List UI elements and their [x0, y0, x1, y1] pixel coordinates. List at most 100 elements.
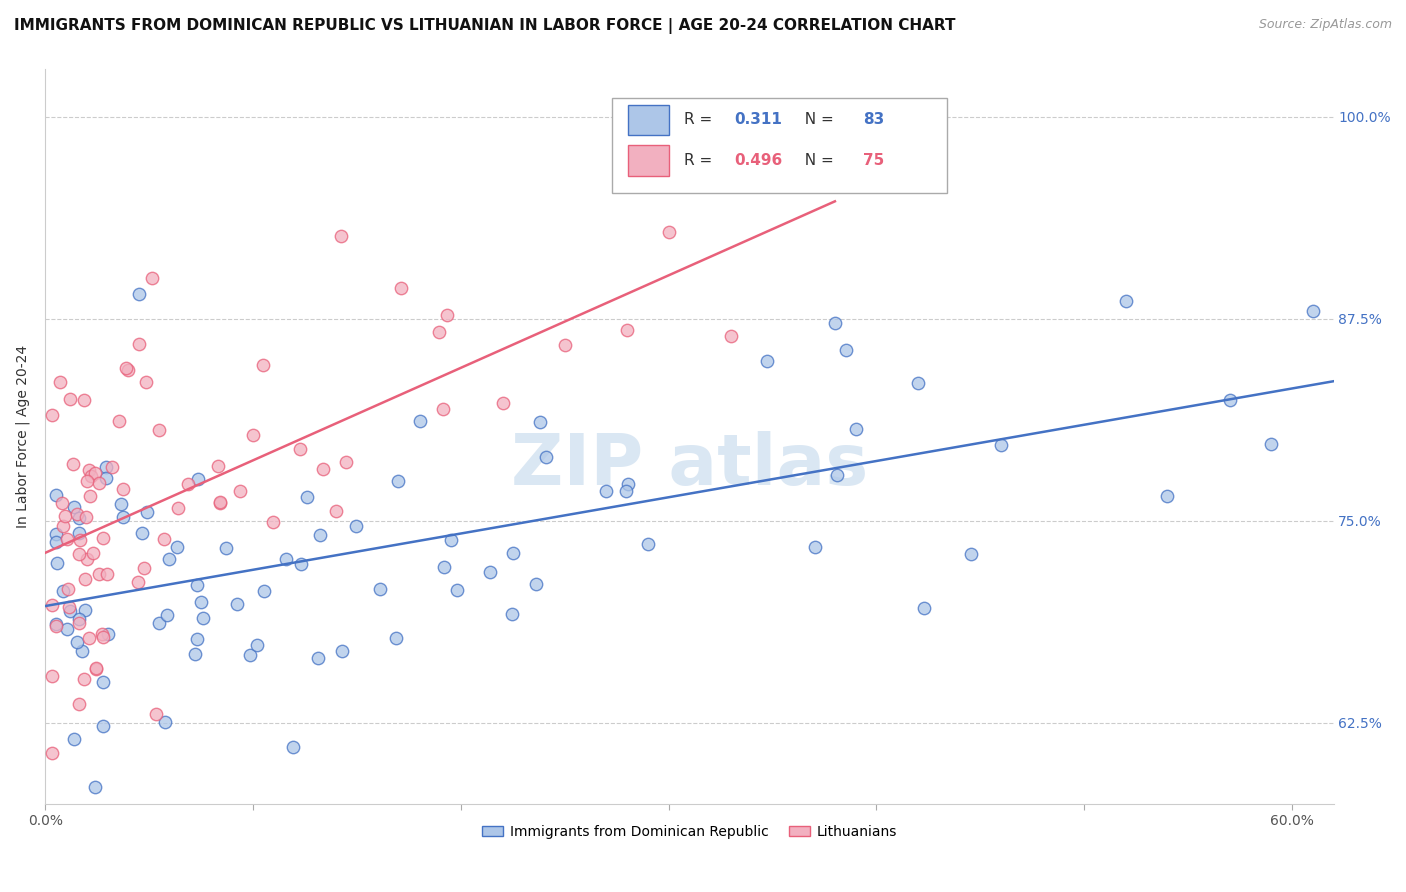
- Point: [384, 631, 406, 645]
- Point: [45, 619, 67, 633]
- Point: [242, 427, 264, 442]
- Point: [110, 497, 132, 511]
- Point: [128, 336, 150, 351]
- Point: [824, 316, 846, 330]
- Point: [41, 598, 63, 612]
- Point: [62, 500, 84, 515]
- Point: [135, 375, 157, 389]
- Point: [387, 474, 409, 488]
- Point: [1219, 393, 1241, 408]
- Point: [83, 467, 105, 481]
- Point: [58, 600, 80, 615]
- Point: [307, 651, 329, 665]
- Point: [89, 475, 111, 490]
- Point: [73, 672, 96, 686]
- Point: [96, 627, 118, 641]
- Point: [45, 534, 67, 549]
- Point: [69, 533, 91, 548]
- Point: [290, 558, 312, 572]
- Point: [79, 489, 101, 503]
- Point: [252, 358, 274, 372]
- Point: [720, 329, 742, 343]
- Point: [239, 648, 262, 662]
- Point: [330, 229, 353, 244]
- Point: [368, 582, 391, 596]
- Point: [75, 603, 97, 617]
- Point: [62, 457, 84, 471]
- Point: [283, 739, 305, 754]
- Point: [51, 496, 73, 510]
- Point: [845, 422, 868, 436]
- Point: [325, 504, 347, 518]
- Point: [427, 325, 450, 339]
- Point: [94, 470, 117, 484]
- Point: [91, 719, 114, 733]
- Point: [215, 541, 238, 556]
- Point: [153, 532, 176, 546]
- Point: [45, 556, 67, 570]
- Point: [229, 484, 252, 499]
- Point: [524, 577, 547, 591]
- Point: [91, 531, 114, 545]
- Point: [262, 516, 284, 530]
- Point: [107, 415, 129, 429]
- Text: Source: ZipAtlas.com: Source: ZipAtlas.com: [1258, 18, 1392, 31]
- Point: [614, 484, 637, 499]
- Point: [89, 566, 111, 581]
- Point: [409, 414, 432, 428]
- Point: [439, 533, 461, 547]
- Point: [616, 323, 638, 337]
- Point: [637, 537, 659, 551]
- Point: [45, 616, 67, 631]
- Point: [332, 644, 354, 658]
- Point: [148, 615, 170, 630]
- Point: [274, 552, 297, 566]
- Point: [432, 402, 454, 417]
- Point: [67, 526, 90, 541]
- Point: [1156, 489, 1178, 503]
- Point: [77, 463, 100, 477]
- Point: [433, 560, 456, 574]
- Point: [79, 631, 101, 645]
- Point: [132, 561, 155, 575]
- Point: [94, 459, 117, 474]
- Point: [226, 598, 249, 612]
- Legend: Immigrants from Dominican Republic, Lithuanians: Immigrants from Dominican Republic, Lith…: [477, 820, 903, 845]
- Point: [91, 674, 114, 689]
- Point: [145, 706, 167, 721]
- Point: [446, 583, 468, 598]
- Text: 0.311: 0.311: [734, 112, 783, 128]
- Point: [84, 662, 107, 676]
- Point: [45, 526, 67, 541]
- Point: [246, 638, 269, 652]
- Point: [207, 458, 229, 473]
- Point: [209, 496, 232, 510]
- Point: [53, 509, 76, 524]
- Point: [297, 490, 319, 504]
- Point: [58, 582, 80, 597]
- Point: [157, 551, 180, 566]
- Point: [67, 547, 90, 561]
- Point: [82, 546, 104, 560]
- Text: N =: N =: [796, 153, 839, 168]
- Point: [67, 510, 90, 524]
- Point: [344, 519, 367, 533]
- Point: [51, 584, 73, 599]
- Point: [49, 375, 72, 389]
- Text: N =: N =: [796, 112, 839, 128]
- Point: [141, 271, 163, 285]
- Point: [959, 547, 981, 561]
- Point: [312, 462, 335, 476]
- Point: [835, 343, 858, 357]
- Point: [115, 361, 138, 376]
- Point: [529, 415, 551, 429]
- Point: [491, 396, 513, 410]
- Point: [56, 622, 79, 636]
- Y-axis label: In Labor Force | Age 20-24: In Labor Force | Age 20-24: [15, 344, 30, 528]
- Point: [52, 518, 75, 533]
- Point: [288, 442, 311, 456]
- Text: R =: R =: [685, 153, 717, 168]
- Point: [62, 731, 84, 746]
- Point: [75, 510, 97, 524]
- Point: [69, 612, 91, 626]
